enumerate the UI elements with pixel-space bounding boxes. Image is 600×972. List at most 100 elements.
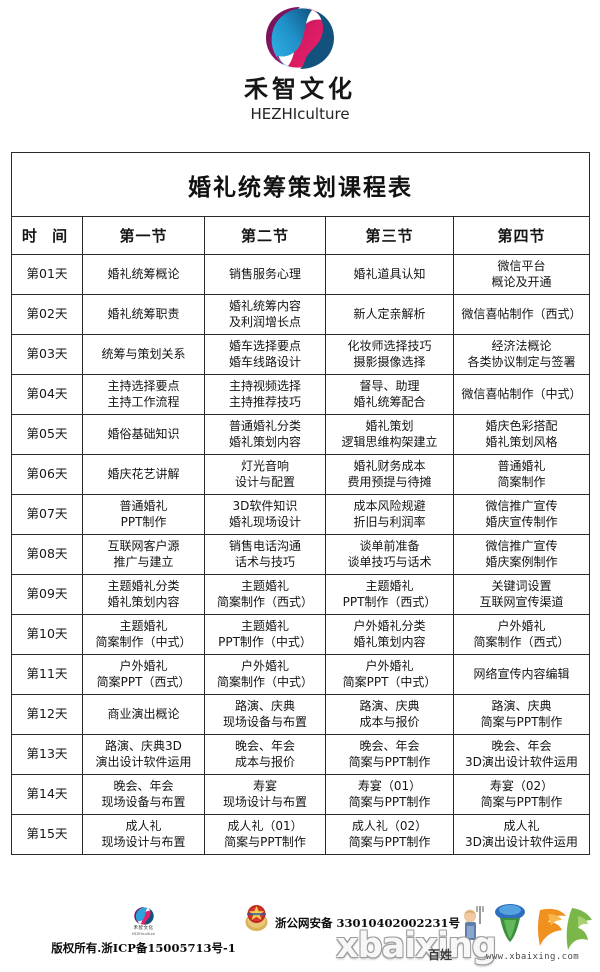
cell-period-3: 路演、庆典 成本与报价 — [325, 694, 454, 735]
cell-period-3: 婚礼财务成本 费用预提与待摊 — [325, 454, 454, 495]
cell-period-3: 成本风险规避 折旧与利润率 — [325, 494, 454, 535]
cell-period-3: 新人定亲解析 — [325, 294, 454, 335]
cell-line: 路演、庆典3D — [105, 738, 182, 753]
cell-line: 普通婚礼分类 — [228, 418, 301, 433]
cell-period-2: 销售服务心理 — [204, 254, 326, 295]
cell-line: 婚礼统筹概论 — [107, 266, 180, 281]
cell-line: 晚会、年会 — [359, 738, 420, 753]
brand-name: 禾智文化 — [244, 75, 356, 103]
cell-line: 户外婚礼 — [240, 658, 289, 673]
cell-line: 演出设计软件运用 — [95, 754, 192, 769]
cell-line: 婚庆宣传制作 — [485, 514, 558, 529]
cell-day: 第01天 — [11, 254, 83, 295]
cell-line: 现场设计与布置 — [222, 794, 307, 809]
cell-line: 化妆师选择技巧 — [347, 338, 432, 353]
cell-line: 成本与报价 — [359, 714, 420, 729]
cell-line: 晚会、年会 — [113, 778, 174, 793]
cell-line: 新人定亲解析 — [353, 306, 426, 321]
cell-line: 话术与技巧 — [234, 554, 295, 569]
cell-line: 3D演出设计软件运用 — [465, 754, 578, 769]
cell-line: 微信喜帖制作（中式） — [461, 386, 582, 401]
cell-period-3: 成人礼（02） 简案与PPT制作 — [325, 814, 454, 855]
cell-line: 经济法概论 — [491, 338, 552, 353]
table-title-row: 婚礼统筹策划课程表 — [11, 152, 590, 217]
cell-line: 婚礼现场设计 — [228, 514, 301, 529]
cell-line: PPT制作（西式） — [342, 594, 437, 609]
table-row: 第10天 主题婚礼 简案制作（中式） 主题婚礼 PPT制作（中式） 户外婚礼分类 婚礼策划内… — [11, 614, 590, 655]
cell-line: 成本风险规避 — [353, 498, 426, 513]
table-row: 第02天 婚礼统筹职责 婚礼统筹内容 及利润增长点 新人定亲解析 微信喜帖制作（西式） — [11, 294, 590, 335]
cell-day: 第06天 — [11, 454, 83, 495]
cell-line: 主题婚礼分类 — [107, 578, 180, 593]
cell-period-3: 婚礼策划 逻辑思维构架建立 — [325, 414, 454, 455]
cell-period-1: 互联网客户源 推广与建立 — [82, 534, 205, 575]
table-header-row: 时 间 第一节 第二节 第三节 第四节 — [11, 216, 590, 255]
cell-period-4: 经济法概论 各类协议制定与签署 — [453, 334, 590, 375]
table-row: 第01天 婚礼统筹概论 销售服务心理 婚礼道具认知 微信平台 概论及开通 — [11, 254, 590, 295]
footer-copyright-block: 禾智文化 HEZHIculture 版权所有.浙ICP备15005713号-1 — [36, 906, 251, 956]
column-header-period-2: 第二节 — [204, 216, 326, 255]
cell-line: 费用预提与待摊 — [347, 474, 432, 489]
cell-line: 微信推广宣传 — [485, 538, 558, 553]
cell-period-2: 主题婚礼 简案制作（西式） — [204, 574, 326, 615]
cell-day: 第12天 — [11, 694, 83, 735]
cell-period-1: 成人礼 现场设计与布置 — [82, 814, 205, 855]
cell-line: 路演、庆典 — [234, 698, 295, 713]
cell-day: 第05天 — [11, 414, 83, 455]
cell-period-2: 寿宴 现场设计与布置 — [204, 774, 326, 815]
table-row: 第15天 成人礼 现场设计与布置 成人礼（01） 简案与PPT制作 成人礼（02） 简案与P… — [11, 814, 590, 855]
cell-line: 摄影摄像选择 — [353, 354, 426, 369]
cell-line: 主题婚礼 — [365, 578, 414, 593]
table-row: 第08天 互联网客户源 推广与建立 销售电话沟通 话术与技巧 谈单前准备 谈单技巧与话术 微信… — [11, 534, 590, 575]
table-row: 第11天 户外婚礼 简案PPT（西式） 户外婚礼 简案制作（中式） 户外婚礼 简案PPT（中… — [11, 654, 590, 695]
cell-line: 简案制作 — [497, 474, 546, 489]
cell-period-1: 路演、庆典3D 演出设计软件运用 — [82, 734, 205, 775]
cell-period-3: 化妆师选择技巧 摄影摄像选择 — [325, 334, 454, 375]
cell-line: 互联网宣传渠道 — [479, 594, 564, 609]
cell-line: 简案与PPT制作 — [224, 834, 306, 849]
course-schedule-table: 婚礼统筹策划课程表 时 间 第一节 第二节 第三节 第四节 第01天 婚礼统筹概论… — [11, 152, 590, 855]
cell-period-2: 婚礼统筹内容 及利润增长点 — [204, 294, 326, 335]
gov-record-text: 浙公网安备 33010402002231号 — [275, 916, 461, 930]
cell-day: 第02天 — [11, 294, 83, 335]
cell-period-1: 主持选择要点 主持工作流程 — [82, 374, 205, 415]
cell-line: 成本与报价 — [234, 754, 295, 769]
cell-line: 主持推荐技巧 — [228, 394, 301, 409]
cell-day: 第09天 — [11, 574, 83, 615]
footer-gov-record-block[interactable]: 浙公网安备 33010402002231号 — [243, 902, 473, 933]
cell-period-4: 微信推广宣传 婚庆宣传制作 — [453, 494, 590, 535]
cell-period-4: 微信推广宣传 婚庆案例制作 — [453, 534, 590, 575]
copyright-text[interactable]: 版权所有.浙ICP备15005713号-1 — [51, 940, 236, 955]
table-row: 第04天 主持选择要点 主持工作流程 主持视频选择 主持推荐技巧 督导、助理 婚礼统筹配合微… — [11, 374, 590, 415]
cell-line: 现场设备与布置 — [222, 714, 307, 729]
cell-period-1: 晚会、年会 现场设备与布置 — [82, 774, 205, 815]
cell-line: 简案PPT（中式） — [342, 674, 437, 689]
footer-brand-subtitle: HEZHIculture — [131, 931, 156, 936]
cell-line: 户外婚礼 — [119, 658, 168, 673]
cell-line: 主持工作流程 — [107, 394, 180, 409]
cell-period-1: 婚礼统筹概论 — [82, 254, 205, 295]
cell-day: 第04天 — [11, 374, 83, 415]
cell-period-4: 微信喜帖制作（西式） — [453, 294, 590, 335]
cell-line: 婚礼财务成本 — [353, 458, 426, 473]
cell-period-1: 主题婚礼 简案制作（中式） — [82, 614, 205, 655]
cell-period-2: 主持视频选择 主持推荐技巧 — [204, 374, 326, 415]
cell-line: PPT制作（中式） — [218, 634, 312, 649]
cell-period-4: 网络宣传内容编辑 — [453, 654, 590, 695]
cell-line: PPT制作 — [120, 514, 167, 529]
cell-period-2: 成人礼（01） 简案与PPT制作 — [204, 814, 326, 855]
column-header-period-3: 第三节 — [325, 216, 454, 255]
cell-line: 婚礼策划内容 — [107, 594, 180, 609]
cell-line: 微信喜帖制作（西式） — [461, 306, 582, 321]
cell-day: 第08天 — [11, 534, 83, 575]
cell-day: 第13天 — [11, 734, 83, 775]
cell-line: 路演、庆典 — [491, 698, 552, 713]
cell-line: 主持视频选择 — [228, 378, 301, 393]
cell-line: 微信推广宣传 — [485, 498, 558, 513]
cell-day: 第10天 — [11, 614, 83, 655]
cell-line: 简案与PPT制作 — [480, 714, 563, 729]
cell-line: 婚车线路设计 — [228, 354, 301, 369]
cell-line: 户外婚礼 — [365, 658, 414, 673]
cell-line: 谈单技巧与话术 — [347, 554, 432, 569]
